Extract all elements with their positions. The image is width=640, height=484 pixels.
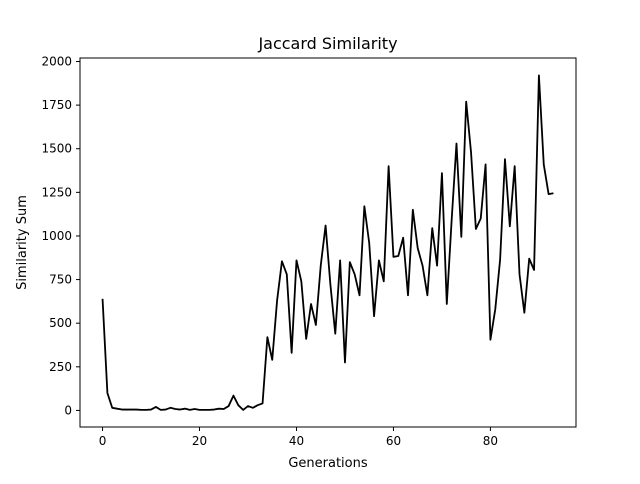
x-tick-label: 0 <box>99 434 107 448</box>
plot-frame <box>79 57 577 428</box>
series-line <box>101 74 554 411</box>
x-tick-label: 40 <box>289 434 304 448</box>
y-tick-label: 0 <box>64 403 72 417</box>
y-tick-label: 500 <box>49 316 72 330</box>
x-axis-label: Generations <box>288 456 368 471</box>
y-tick-label: 2000 <box>41 54 72 68</box>
axes: 0 20 40 60 80 0 250 500 750 1000 1250 1500 1750 2000 <box>41 54 498 448</box>
y-tick-label: 250 <box>49 360 72 374</box>
y-tick-label: 1000 <box>41 229 72 243</box>
y-tick-label: 750 <box>49 273 72 287</box>
series-layer <box>101 74 554 411</box>
y-tick-label: 1250 <box>41 185 72 199</box>
y-axis-label: Similarity Sum <box>15 195 30 290</box>
y-tick-label: 1750 <box>41 98 72 112</box>
y-tick-label: 1500 <box>41 142 72 156</box>
x-tick-label: 60 <box>386 434 401 448</box>
chart-title: Jaccard Similarity <box>257 34 397 53</box>
x-tick-label: 20 <box>192 434 207 448</box>
x-tick-label: 80 <box>483 434 498 448</box>
